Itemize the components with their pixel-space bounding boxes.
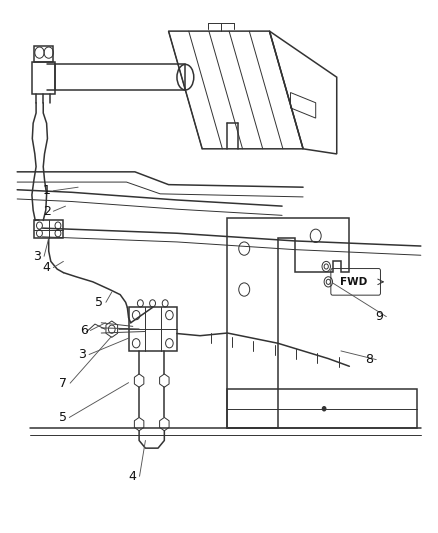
Text: 1: 1 — [42, 184, 50, 197]
Text: 2: 2 — [42, 205, 50, 218]
Text: 5: 5 — [95, 296, 103, 309]
Text: 3: 3 — [78, 348, 86, 361]
Text: 9: 9 — [376, 310, 384, 323]
Text: 5: 5 — [59, 411, 67, 424]
Text: 6: 6 — [80, 324, 88, 337]
Circle shape — [322, 407, 326, 411]
Text: 4: 4 — [129, 470, 137, 483]
Text: FWD: FWD — [340, 277, 367, 287]
Text: 7: 7 — [60, 377, 67, 390]
Text: 4: 4 — [42, 261, 50, 274]
Text: 3: 3 — [33, 250, 41, 263]
Text: 8: 8 — [366, 353, 374, 366]
